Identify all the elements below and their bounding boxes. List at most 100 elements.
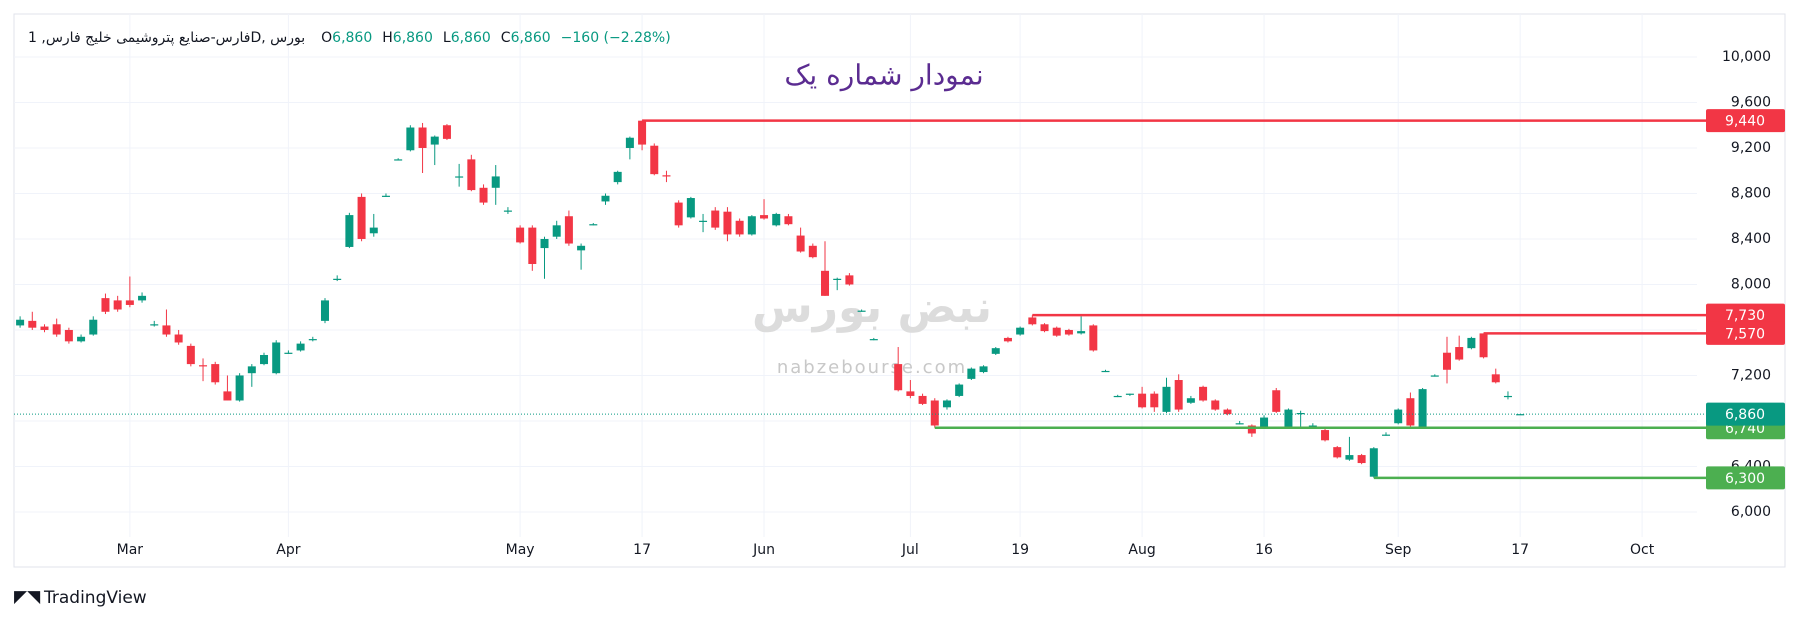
candle-body	[1369, 448, 1378, 477]
candle-body	[564, 216, 573, 244]
candle-body	[1321, 430, 1330, 441]
candle-body	[991, 348, 1000, 354]
x-tick-label: Sep	[1385, 542, 1412, 558]
candle-body	[1308, 425, 1317, 427]
candle-body	[625, 137, 634, 148]
y-tick-label: 6,000	[1731, 504, 1771, 520]
candle-body	[942, 400, 951, 408]
x-tick-label: Aug	[1128, 542, 1155, 558]
candle-body	[333, 278, 342, 280]
x-tick-label: 19	[1011, 542, 1029, 558]
candle-body	[1016, 327, 1025, 335]
candle-body	[552, 225, 561, 237]
ohlc-key: L	[443, 30, 451, 46]
x-tick-label: Mar	[117, 542, 144, 558]
candle-body	[1101, 370, 1110, 373]
candle-body	[369, 227, 378, 234]
grid	[14, 14, 1697, 537]
candle-body	[833, 278, 842, 280]
candle-body	[1211, 400, 1220, 410]
candle-body	[418, 127, 427, 148]
candle-body	[430, 136, 439, 145]
candle-body	[64, 329, 73, 342]
candle-body	[1442, 352, 1451, 370]
candle-body	[1089, 325, 1098, 351]
candle-body	[1223, 409, 1232, 415]
candle-body	[869, 339, 878, 341]
y-tick-label: 8,000	[1731, 276, 1771, 292]
candle-body	[138, 295, 147, 301]
candle-body	[308, 339, 317, 341]
candle-body	[699, 220, 708, 222]
ohlc-value: 6,860	[451, 30, 491, 46]
candle-body	[1516, 414, 1525, 416]
candle-body	[1260, 417, 1269, 428]
candle-body	[808, 245, 817, 258]
candle-body	[1491, 374, 1500, 383]
candle-body	[320, 300, 329, 321]
candle-body	[345, 215, 354, 247]
candle-body	[101, 298, 110, 312]
candle-body	[1113, 395, 1122, 398]
candle-body	[894, 364, 903, 391]
candle-body	[1028, 317, 1037, 325]
candle-body	[796, 235, 805, 252]
brand-icon: ◤◥	[14, 587, 41, 607]
candle-body	[1382, 434, 1391, 436]
ohlc-key: C	[501, 30, 511, 46]
candle-body	[199, 365, 208, 367]
candle-body	[284, 352, 293, 354]
candle-body	[845, 275, 854, 285]
candle-body	[784, 216, 793, 225]
price-label-box	[1706, 402, 1785, 426]
y-tick-label: 7,200	[1731, 367, 1771, 383]
candle-body	[491, 176, 500, 188]
candle-body	[1467, 337, 1476, 349]
candle-body	[723, 211, 732, 235]
y-tick-label: 8,400	[1731, 231, 1771, 247]
candle-body	[528, 227, 537, 264]
ohlc-key: O	[321, 30, 332, 46]
candle-body	[1150, 393, 1159, 408]
candle-body	[638, 120, 647, 145]
candle-body	[1333, 447, 1342, 458]
candle-body	[89, 319, 98, 335]
brand: TradingView	[43, 588, 147, 608]
price-axis: 6,0006,4006,8007,2007,6008,0008,4008,800…	[117, 49, 1785, 558]
ohlc-value: 6,860	[393, 30, 433, 46]
candle-body	[1418, 389, 1427, 427]
candle-body	[77, 336, 86, 342]
candle-body	[650, 145, 659, 175]
candle-body	[1284, 409, 1293, 427]
candle-body	[1138, 393, 1147, 408]
candle-body	[442, 125, 451, 139]
candle-body	[150, 324, 159, 326]
plot	[14, 119, 1706, 480]
candle-body	[906, 391, 915, 396]
candle-body	[662, 175, 671, 177]
x-tick-label: Jun	[752, 542, 775, 558]
candle-body	[1174, 380, 1183, 410]
price-label-box	[1706, 303, 1785, 327]
candle-body	[52, 324, 61, 335]
chart-frame	[13, 13, 1786, 568]
candle-body	[821, 270, 830, 296]
y-tick-label: 10,000	[1722, 49, 1771, 65]
y-tick-label: 9,200	[1731, 140, 1771, 156]
candle-body	[186, 345, 195, 365]
candle-body	[711, 210, 720, 228]
price-label-box	[1706, 321, 1785, 345]
candle-body	[211, 364, 220, 383]
candle-body	[272, 342, 281, 374]
candle-body	[1455, 347, 1464, 360]
x-tick-label: 16	[1255, 542, 1273, 558]
candle-body	[260, 354, 269, 365]
price-label-box	[1706, 109, 1785, 133]
price-label: 7,570	[1725, 326, 1765, 342]
candle-body	[918, 395, 927, 404]
x-tick-label: Apr	[276, 542, 300, 558]
candle-body	[1503, 395, 1512, 398]
candle-body	[955, 384, 964, 396]
